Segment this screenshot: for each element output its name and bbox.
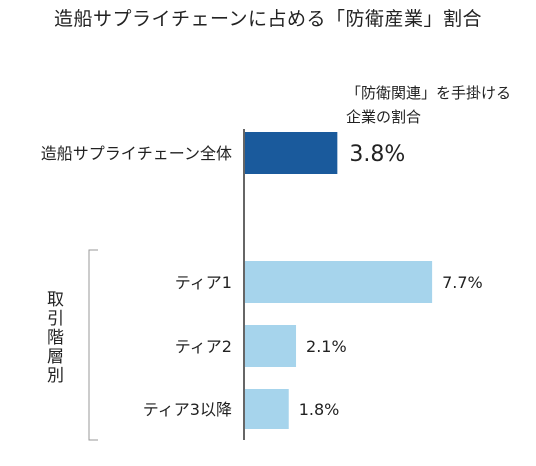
group-bracket xyxy=(88,249,98,441)
value-label-1: 7.7% xyxy=(442,273,483,292)
value-label-0: 3.8% xyxy=(349,142,405,167)
value-label-2: 2.1% xyxy=(306,337,347,356)
chart-title: 造船サプライチェーンに占める「防衛産業」割合 xyxy=(53,8,483,30)
bar-1 xyxy=(245,261,433,303)
annotation-line-2: 企業の割合 xyxy=(346,108,422,126)
value-annotation: 「防衛関連」を手掛ける 企業の割合 xyxy=(346,81,511,129)
bar-0 xyxy=(245,132,338,174)
group-label: 取引階層別 xyxy=(43,290,63,385)
bar-3 xyxy=(245,389,289,429)
category-label-3: ティア3以降 xyxy=(143,400,232,419)
category-label-0: 造船サプライチェーン全体 xyxy=(41,144,232,163)
annotation-line-1: 「防衛関連」を手掛ける xyxy=(346,84,512,102)
value-label-3: 1.8% xyxy=(299,400,340,419)
bar-2 xyxy=(245,325,297,367)
category-label-2: ティア2 xyxy=(175,337,232,356)
category-label-1: ティア1 xyxy=(175,273,232,292)
